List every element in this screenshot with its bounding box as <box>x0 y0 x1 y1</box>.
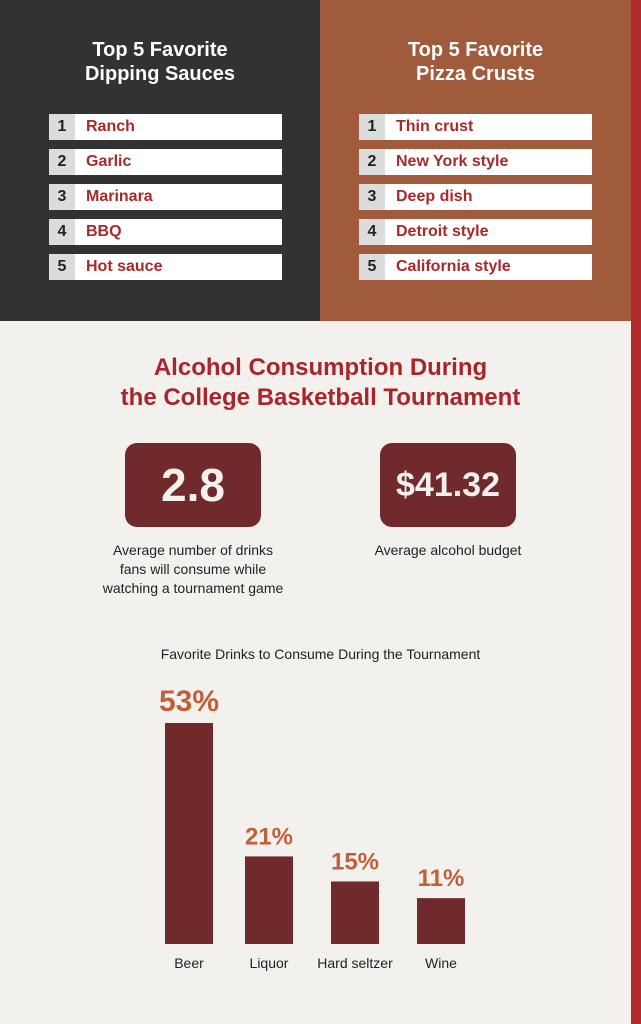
pizza-crusts-panel: Top 5 Favorite Pizza Crusts 1 Thin crust … <box>320 0 631 321</box>
rank-number: 4 <box>49 219 75 245</box>
sauces-list: 1 Ranch 2 Garlic 3 Marinara 4 BBQ 5 Hot sauce <box>49 114 282 289</box>
crust-label: New York style <box>396 153 509 170</box>
list-item: 4 Detroit style <box>359 219 592 245</box>
list-item: 2 Garlic <box>49 149 282 175</box>
dipping-sauces-panel: Top 5 Favorite Dipping Sauces 1 Ranch 2 Ga… <box>0 0 320 321</box>
category-label: Wine <box>425 955 457 971</box>
sauces-title: Top 5 Favorite Dipping Sauces <box>84 39 236 85</box>
sauce-label: BBQ <box>86 223 122 240</box>
alcohol-section-title: Alcohol Consumption During the College B… <box>120 354 521 411</box>
bar-liquor <box>245 856 293 944</box>
list-item: 3 Marinara <box>49 184 282 210</box>
crust-label: Deep dish <box>396 188 473 205</box>
side-accent-strip <box>631 0 641 1024</box>
rank-number: 1 <box>359 114 385 140</box>
value-label: 21% <box>245 823 293 850</box>
crusts-list: 1 Thin crust 2 New York style 3 Deep dish 4… <box>359 114 592 289</box>
rank-number: 5 <box>49 254 75 280</box>
crust-label: California style <box>396 258 511 275</box>
sauce-label: Hot sauce <box>86 258 163 275</box>
list-item: 1 Thin crust <box>359 114 592 140</box>
crust-label: Detroit style <box>396 223 489 240</box>
bar-hard-seltzer <box>331 881 379 944</box>
rank-number: 2 <box>359 149 385 175</box>
category-label: Liquor <box>250 955 289 971</box>
rank-number: 2 <box>49 149 75 175</box>
value-label: 53% <box>159 685 219 718</box>
list-item: 1 Ranch <box>49 114 282 140</box>
value-label: 11% <box>418 865 465 892</box>
sauce-label: Ranch <box>86 118 135 135</box>
drinks-stat-caption: Average number of drinks fans will consu… <box>102 542 284 596</box>
sauce-label: Garlic <box>86 153 132 170</box>
rank-number: 4 <box>359 219 385 245</box>
value-label: 15% <box>331 848 379 875</box>
list-item: 5 California style <box>359 254 592 280</box>
rank-number: 1 <box>49 114 75 140</box>
budget-stat-box: $41.32 <box>380 443 516 527</box>
rank-number: 3 <box>49 184 75 210</box>
category-label: Hard seltzer <box>317 955 393 971</box>
bar-wine <box>417 898 465 944</box>
sauce-label: Marinara <box>86 188 153 205</box>
top-section: Top 5 Favorite Dipping Sauces 1 Ranch 2 Ga… <box>0 0 641 321</box>
list-item: 4 BBQ <box>49 219 282 245</box>
list-item: 5 Hot sauce <box>49 254 282 280</box>
crusts-title: Top 5 Favorite Pizza Crusts <box>407 39 544 85</box>
rank-number: 5 <box>359 254 385 280</box>
bar-beer <box>165 723 213 944</box>
list-item: 2 New York style <box>359 149 592 175</box>
category-label: Beer <box>174 955 204 971</box>
rank-number: 3 <box>359 184 385 210</box>
chart-title: Favorite Drinks to Consume During the To… <box>160 646 481 662</box>
budget-stat-caption: Average alcohol budget <box>374 542 522 558</box>
list-item: 3 Deep dish <box>359 184 592 210</box>
drinks-stat-box: 2.8 <box>125 443 261 527</box>
drinks-bar-chart: 53% Beer 21% Liquor 15% Hard seltzer 11% Wine <box>159 685 465 971</box>
crust-label: Thin crust <box>396 118 474 135</box>
